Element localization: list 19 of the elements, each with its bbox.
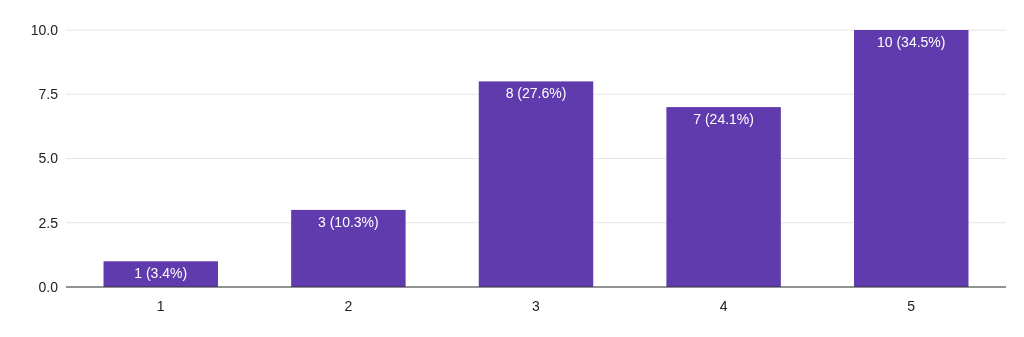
bar	[478, 81, 594, 287]
x-tick-label: 4	[719, 298, 728, 314]
data-label: 7 (24.1%)	[693, 111, 754, 128]
y-tick-label: 10.0	[30, 21, 59, 38]
data-label: 3 (10.3%)	[318, 213, 379, 230]
data-label: 1 (3.4%)	[134, 265, 188, 282]
bar	[854, 30, 969, 287]
bar	[291, 209, 406, 287]
y-tick-label: 0.0	[38, 278, 59, 295]
x-tick-label: 3	[532, 298, 541, 314]
y-tick-label: 7.5	[38, 86, 59, 103]
y-tick-label: 5.0	[38, 150, 59, 167]
x-tick-label: 1	[156, 298, 165, 314]
bar	[666, 107, 781, 287]
x-tick-label: 5	[907, 298, 916, 314]
x-tick-label: 2	[344, 298, 353, 314]
data-label: 8 (27.6%)	[505, 85, 567, 102]
y-tick-label: 2.5	[38, 214, 59, 231]
data-label: 10 (34.5%)	[877, 34, 946, 50]
